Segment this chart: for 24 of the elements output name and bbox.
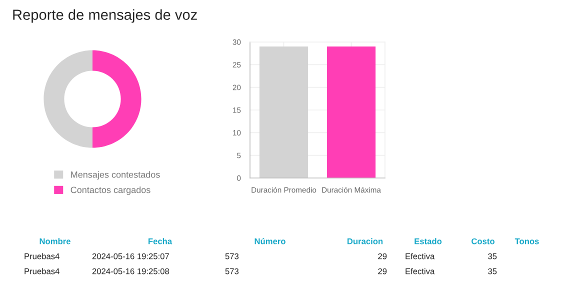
text: 2024-05-16 19:25:07 [92,253,169,260]
text: Efectiva [406,268,435,274]
donut-slice [92,50,142,148]
text: Nombre [40,238,70,244]
text: 29 [378,253,387,260]
text: 573 [225,253,239,260]
text: Pruebas4 [24,253,60,260]
text: Fecha [148,238,172,244]
text: Costo [472,238,494,244]
donut-slice [44,50,92,148]
text: 35 [488,253,497,260]
text: Pruebas4 [24,268,60,274]
text: 29 [378,268,387,274]
text: Tonos [514,238,539,244]
legend-label: Mensajes contestados [71,171,160,180]
text: Duracion [348,238,383,244]
text: Número [254,238,286,244]
chart-title: Reporte de mensajes de voz [13,9,197,23]
text: 2024-05-16 19:25:08 [92,268,170,274]
text: 35 [488,268,497,274]
text: 573 [225,268,239,274]
legend-label: Contactos cargados [70,186,150,195]
text: Estado [414,238,442,244]
text: Efectiva [406,253,435,260]
